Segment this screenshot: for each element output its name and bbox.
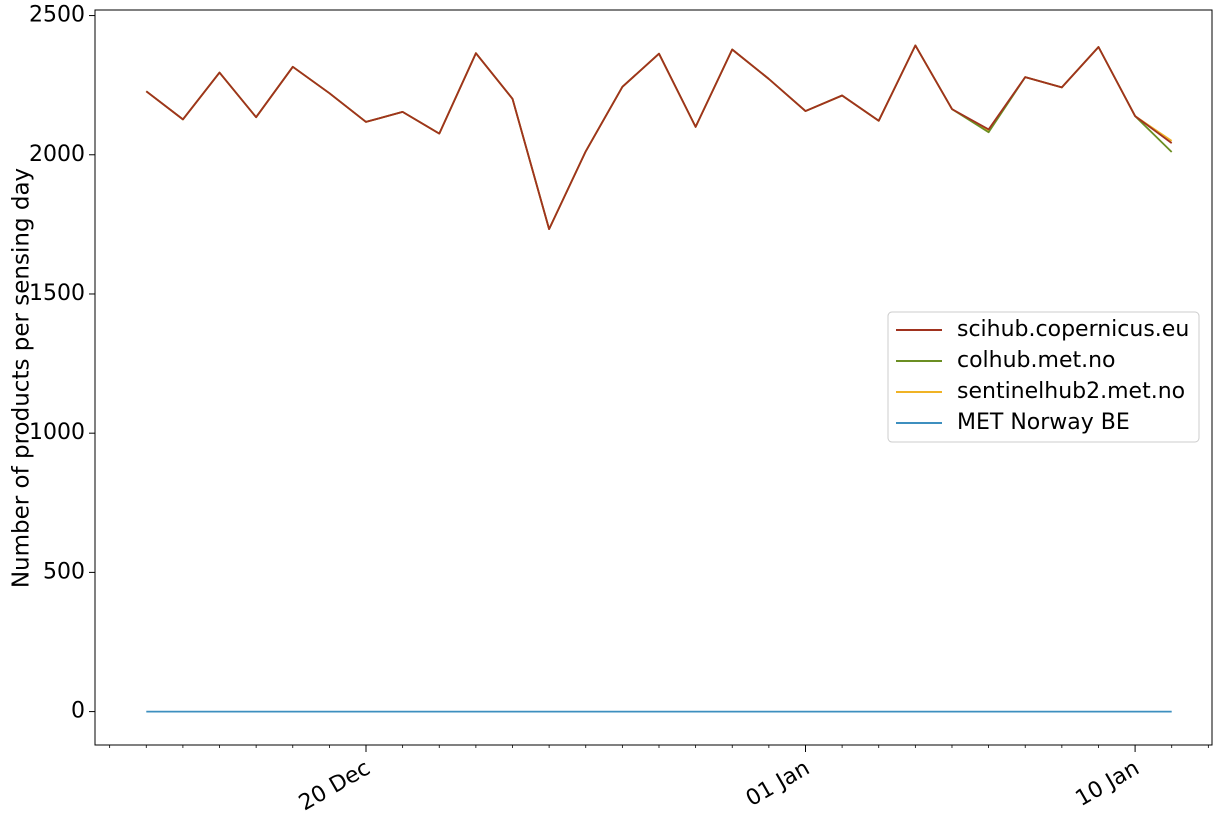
legend: scihub.copernicus.eu colhub.met.no sentine… (887, 311, 1200, 443)
legend-entry: colhub.met.no (957, 348, 1116, 373)
y-tick-label: 1000 (29, 420, 85, 445)
legend-entry: MET Norway BE (957, 410, 1130, 435)
legend-entry: sentinelhub2.met.no (957, 379, 1185, 404)
series-line-scihub-copernicus-eu (145, 44, 1173, 231)
x-tick-label: 10 Jan (1072, 756, 1144, 812)
series-lines (145, 44, 1173, 713)
y-tick-label: 1500 (29, 281, 85, 306)
legend-box (887, 311, 1200, 443)
legend-entry: scihub.copernicus.eu (957, 317, 1189, 342)
x-tick-label: 20 Dec (295, 756, 375, 815)
x-tick-label: 01 Jan (742, 756, 814, 812)
y-axis-label: Number of products per sensing day (9, 168, 35, 588)
y-tick-label: 500 (43, 559, 85, 584)
y-tick-label: 2500 (29, 3, 85, 28)
y-tick-label: 0 (71, 699, 85, 724)
y-tick-label: 2000 (29, 142, 85, 167)
